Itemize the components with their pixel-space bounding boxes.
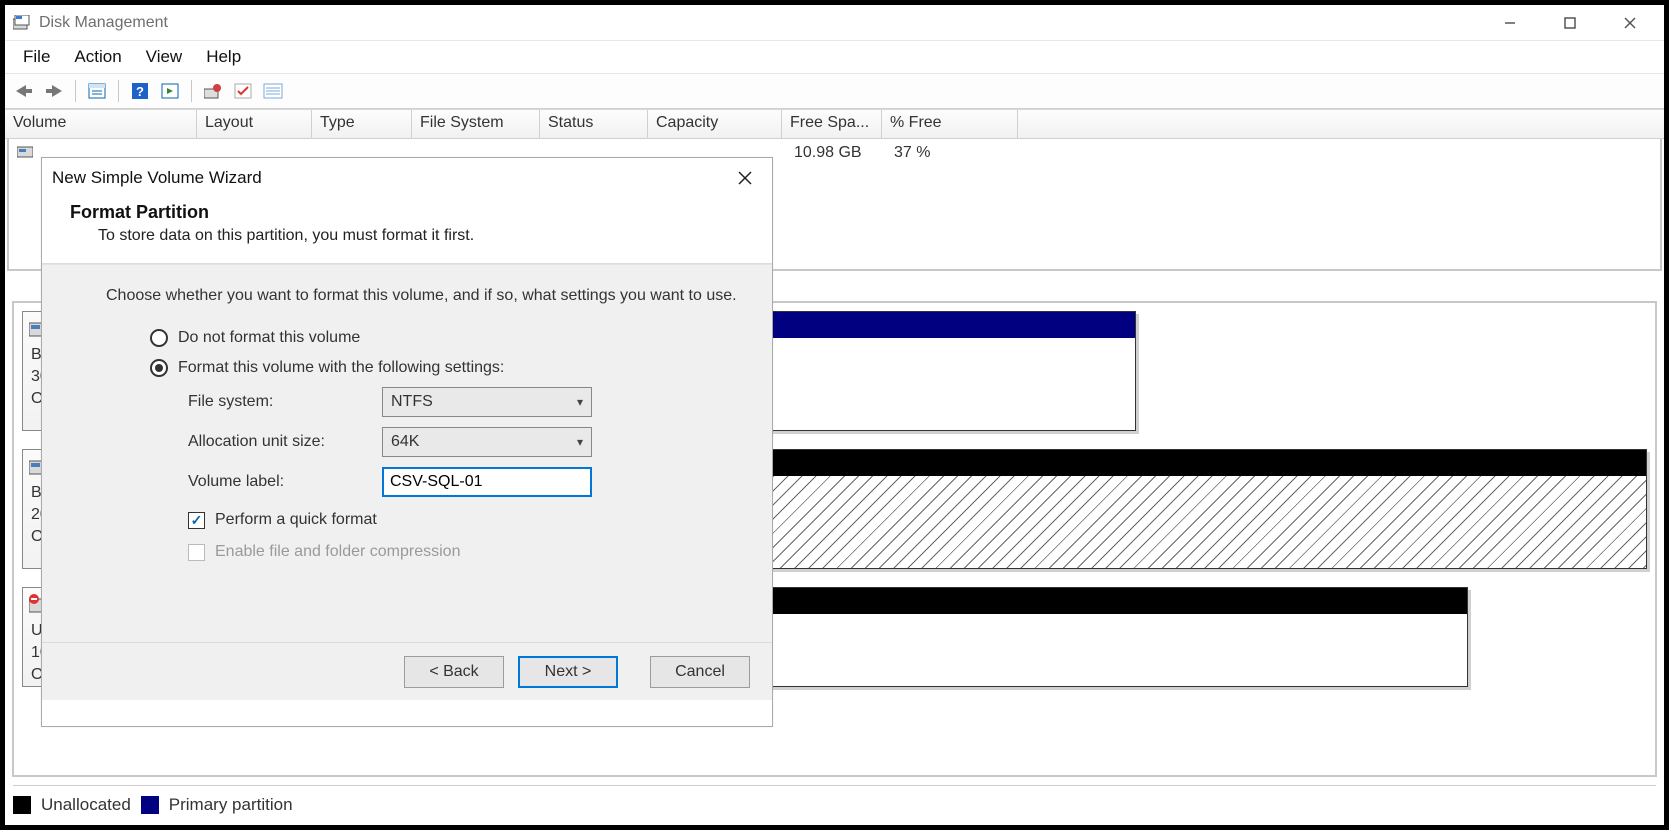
check-icon[interactable]	[230, 78, 256, 104]
allocation-select[interactable]: 64K ▾	[382, 427, 592, 457]
wizard-title: New Simple Volume Wizard	[52, 168, 262, 188]
menu-file[interactable]: File	[13, 43, 60, 71]
quick-format-label: Perform a quick format	[215, 511, 377, 529]
menubar: File Action View Help	[5, 41, 1664, 73]
col-layout[interactable]: Layout	[197, 110, 312, 138]
properties-icon[interactable]	[84, 78, 110, 104]
volume-label-input[interactable]	[382, 467, 592, 497]
menu-view[interactable]: View	[136, 43, 193, 71]
col-filesystem[interactable]: File System	[412, 110, 540, 138]
toolbar: ?	[5, 73, 1664, 109]
wizard-subheading: To store data on this partition, you mus…	[98, 227, 744, 245]
next-button[interactable]: Next >	[518, 656, 618, 688]
chevron-down-icon: ▾	[577, 395, 583, 409]
refresh-icon[interactable]	[157, 78, 183, 104]
quick-format-checkbox[interactable]: Perform a quick format	[188, 511, 744, 529]
nav-back-icon[interactable]	[11, 78, 37, 104]
cancel-button[interactable]: Cancel	[650, 656, 750, 688]
close-button[interactable]	[1600, 6, 1660, 40]
radio-icon	[150, 359, 168, 377]
allocation-value: 64K	[391, 433, 419, 451]
radio-format-label: Format this volume with the following se…	[178, 359, 504, 377]
minimize-button[interactable]	[1480, 6, 1540, 40]
filesystem-select[interactable]: NTFS ▾	[382, 387, 592, 417]
back-button[interactable]: < Back	[404, 656, 504, 688]
window-title: Disk Management	[39, 14, 168, 32]
list-icon[interactable]	[260, 78, 286, 104]
col-freespace[interactable]: Free Spa...	[782, 110, 882, 138]
compression-checkbox: Enable file and folder compression	[188, 543, 744, 561]
app-icon	[13, 15, 31, 31]
wizard-titlebar: New Simple Volume Wizard	[42, 158, 772, 198]
legend: Unallocated Primary partition	[13, 785, 1656, 819]
settings-icon[interactable]	[200, 78, 226, 104]
legend-label-primary: Primary partition	[169, 795, 293, 815]
svg-text:?: ?	[136, 84, 144, 99]
volume-list-header: Volume Layout Type File System Status Ca…	[5, 109, 1664, 139]
filesystem-label: File system:	[188, 393, 382, 411]
checkbox-icon	[188, 544, 205, 561]
col-capacity[interactable]: Capacity	[648, 110, 782, 138]
volume-icon	[17, 144, 33, 158]
app-window: Disk Management File Action View Help ? …	[0, 0, 1669, 830]
col-type[interactable]: Type	[312, 110, 412, 138]
titlebar: Disk Management	[5, 5, 1664, 41]
radio-no-format[interactable]: Do not format this volume	[150, 329, 744, 347]
wizard-intro: Choose whether you want to format this v…	[106, 287, 744, 305]
legend-swatch-primary	[141, 796, 159, 814]
legend-label-unallocated: Unallocated	[41, 795, 131, 815]
compression-label: Enable file and folder compression	[215, 543, 460, 561]
help-icon[interactable]: ?	[127, 78, 153, 104]
allocation-label: Allocation unit size:	[188, 433, 382, 451]
cell-freespace: 10.98 GB	[786, 144, 886, 162]
col-status[interactable]: Status	[540, 110, 648, 138]
menu-action[interactable]: Action	[64, 43, 131, 71]
wizard-header: Format Partition To store data on this p…	[42, 198, 772, 263]
legend-swatch-unallocated	[13, 796, 31, 814]
col-volume[interactable]: Volume	[5, 110, 197, 138]
wizard-body: Choose whether you want to format this v…	[42, 264, 772, 642]
nav-forward-icon[interactable]	[41, 78, 67, 104]
col-pctfree[interactable]: % Free	[882, 110, 1018, 138]
chevron-down-icon: ▾	[577, 435, 583, 449]
maximize-button[interactable]	[1540, 6, 1600, 40]
radio-no-format-label: Do not format this volume	[178, 329, 360, 347]
wizard-footer: < Back Next > Cancel	[42, 642, 772, 700]
filesystem-value: NTFS	[391, 393, 433, 411]
new-simple-volume-wizard: New Simple Volume Wizard Format Partitio…	[41, 157, 773, 727]
radio-format[interactable]: Format this volume with the following se…	[150, 359, 744, 377]
volume-label-label: Volume label:	[188, 473, 382, 491]
radio-icon	[150, 329, 168, 347]
menu-help[interactable]: Help	[196, 43, 251, 71]
checkbox-icon	[188, 512, 205, 529]
wizard-heading: Format Partition	[70, 202, 744, 223]
wizard-close-button[interactable]	[728, 161, 762, 195]
cell-pctfree: 37 %	[886, 144, 1022, 162]
